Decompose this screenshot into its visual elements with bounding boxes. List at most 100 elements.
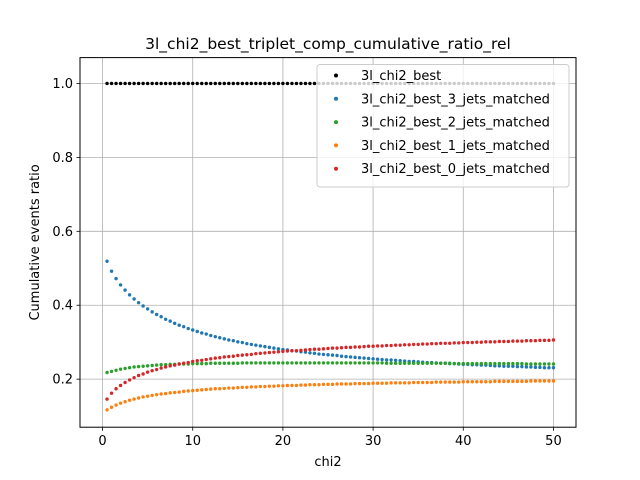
- data-point: [236, 385, 240, 390]
- data-point: [538, 379, 542, 383]
- series-4-points: [105, 338, 556, 401]
- data-point: [191, 388, 195, 393]
- data-point: [375, 381, 380, 385]
- data-point: [195, 81, 199, 86]
- data-point: [114, 387, 118, 391]
- legend-marker: [334, 96, 338, 101]
- data-point: [452, 361, 456, 366]
- legend-marker: [334, 143, 338, 148]
- data-point: [145, 370, 150, 374]
- data-point: [488, 340, 493, 344]
- data-point: [249, 342, 254, 347]
- data-point: [267, 384, 272, 388]
- data-point: [547, 365, 551, 370]
- data-point: [285, 349, 290, 353]
- data-point: [457, 380, 461, 384]
- data-point: [524, 379, 529, 384]
- data-point: [402, 381, 407, 385]
- data-point: [240, 361, 245, 365]
- data-point: [416, 380, 420, 385]
- data-point: [118, 283, 123, 287]
- data-point: [371, 381, 375, 385]
- data-point: [267, 350, 272, 355]
- data-point: [159, 366, 163, 370]
- data-point: [114, 81, 118, 86]
- data-point: [145, 364, 150, 368]
- data-point: [335, 353, 339, 358]
- data-point: [285, 361, 290, 365]
- data-point: [236, 81, 240, 86]
- data-point: [502, 379, 506, 384]
- data-point: [240, 353, 245, 357]
- data-point: [272, 361, 276, 365]
- data-point: [141, 372, 145, 376]
- data-point: [267, 81, 272, 86]
- data-point: [344, 382, 348, 386]
- data-point: [308, 361, 312, 365]
- data-point: [168, 81, 172, 86]
- data-point: [249, 81, 254, 86]
- data-point: [127, 293, 132, 297]
- data-point: [330, 353, 335, 357]
- data-point: [123, 288, 127, 292]
- data-point: [312, 81, 317, 86]
- data-point: [105, 408, 109, 412]
- data-point: [348, 382, 353, 386]
- data-point: [439, 361, 443, 365]
- data-point: [502, 364, 506, 368]
- data-point: [209, 357, 213, 361]
- data-point: [470, 380, 474, 384]
- data-point: [245, 341, 249, 346]
- data-point: [227, 386, 231, 390]
- data-point: [393, 381, 398, 385]
- data-point: [281, 81, 285, 86]
- data-point: [375, 361, 380, 365]
- data-point: [213, 361, 217, 365]
- data-point: [272, 346, 276, 350]
- data-point: [506, 364, 511, 368]
- data-point: [515, 364, 520, 369]
- data-point: [484, 361, 488, 366]
- data-point: [448, 361, 452, 365]
- data-point: [150, 393, 154, 398]
- data-point: [172, 81, 177, 86]
- legend-label: 3l_chi2_best: [361, 69, 441, 84]
- data-point: [439, 341, 443, 345]
- data-point: [362, 361, 366, 365]
- data-point: [475, 361, 479, 366]
- data-point: [357, 361, 362, 365]
- data-point: [186, 360, 190, 365]
- data-point: [533, 365, 538, 370]
- data-point: [150, 363, 154, 368]
- data-point: [118, 383, 123, 388]
- data-point: [479, 340, 484, 344]
- data-point: [393, 358, 398, 362]
- data-point: [475, 380, 479, 384]
- data-point: [258, 81, 263, 86]
- data-point: [231, 361, 236, 365]
- data-point: [218, 361, 222, 365]
- data-point: [380, 361, 384, 365]
- data-point: [317, 347, 321, 351]
- data-point: [245, 81, 249, 86]
- data-point: [254, 343, 258, 347]
- data-point: [276, 347, 281, 351]
- data-point: [254, 351, 258, 356]
- data-point: [407, 361, 411, 365]
- data-point: [209, 333, 213, 338]
- data-point: [195, 358, 199, 363]
- data-point: [312, 383, 317, 387]
- data-point: [272, 384, 276, 388]
- data-point: [141, 304, 145, 308]
- data-point: [542, 379, 547, 383]
- data-point: [132, 365, 136, 369]
- data-point: [402, 361, 407, 365]
- data-point: [186, 326, 190, 331]
- data-point: [132, 81, 136, 86]
- data-point: [335, 361, 339, 365]
- data-point: [222, 81, 226, 86]
- data-point: [371, 357, 375, 361]
- data-point: [366, 381, 371, 386]
- data-point: [542, 338, 547, 343]
- data-point: [488, 380, 493, 384]
